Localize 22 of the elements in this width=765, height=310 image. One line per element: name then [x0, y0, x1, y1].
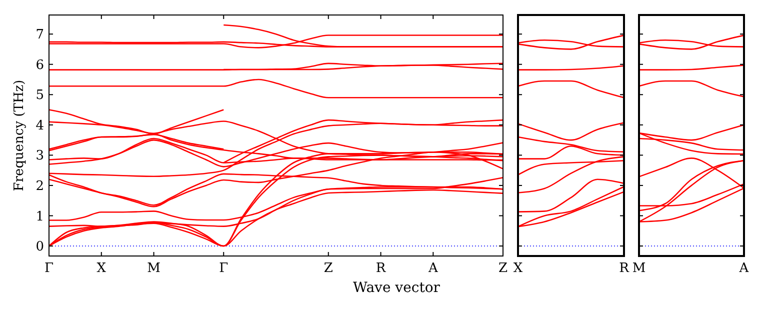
- y-tick-label: 4: [36, 118, 44, 134]
- x-tick-label: X: [96, 261, 107, 276]
- x-axis-title: Wave vector: [353, 280, 440, 296]
- y-tick-label: 0: [36, 240, 44, 255]
- x-tick-label: Γ: [44, 261, 54, 276]
- y-axis-title: Frequency (THz): [12, 80, 27, 192]
- y-tick-label: 3: [36, 148, 44, 164]
- y-tick-label: 7: [36, 28, 44, 43]
- y-tick-label: 2: [36, 179, 44, 194]
- x-tick-label: M: [632, 261, 646, 276]
- x-tick-label: Γ: [219, 261, 228, 276]
- y-tick-label: 6: [36, 58, 44, 73]
- x-tick-label: Z: [324, 261, 333, 276]
- x-tick-label: A: [427, 261, 438, 276]
- x-tick-label: M: [147, 261, 160, 276]
- x-tick-label: X: [513, 261, 524, 276]
- y-tick-label: 5: [36, 88, 44, 104]
- x-tick-label: Z: [498, 261, 508, 276]
- x-tick-label: R: [376, 261, 387, 276]
- x-tick-label: R: [619, 261, 630, 276]
- y-tick-label: 1: [36, 209, 44, 224]
- x-tick-label: A: [738, 261, 750, 276]
